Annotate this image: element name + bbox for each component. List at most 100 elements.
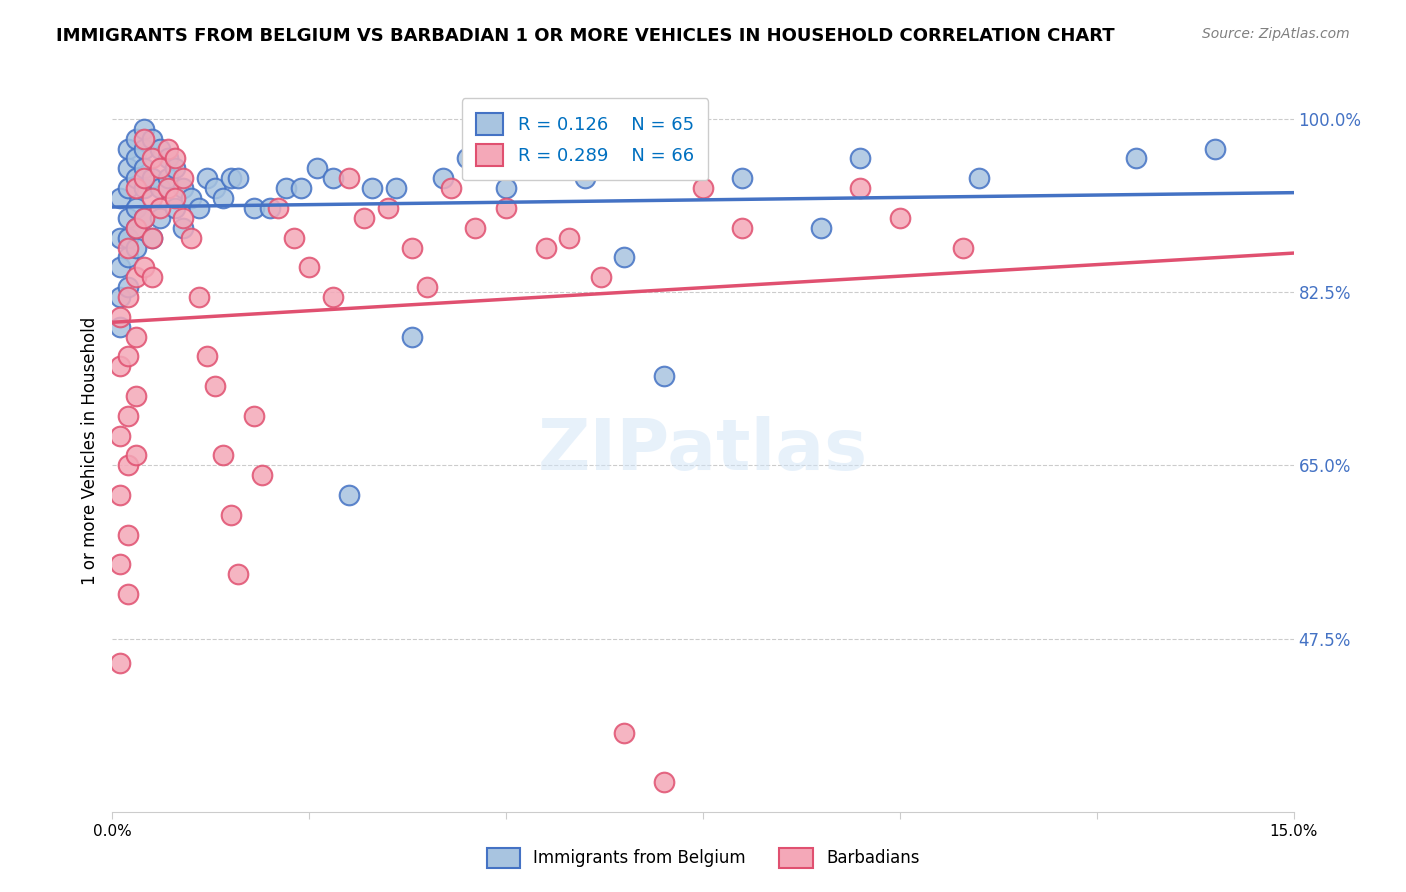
Point	[149, 211, 172, 225]
Point	[172, 181, 194, 195]
Point	[259, 201, 281, 215]
Point	[243, 201, 266, 215]
Point	[132, 211, 155, 225]
Point	[165, 152, 187, 166]
Point	[141, 270, 163, 285]
Point	[652, 369, 675, 384]
Point	[652, 775, 675, 789]
Point	[307, 161, 329, 176]
Point	[211, 449, 233, 463]
Point	[1125, 152, 1147, 166]
Point	[692, 181, 714, 195]
Text: Source: ZipAtlas.com: Source: ZipAtlas.com	[1202, 27, 1350, 41]
Point	[416, 280, 439, 294]
Point	[132, 181, 155, 195]
Point	[290, 181, 312, 195]
Point	[495, 201, 517, 215]
Point	[810, 220, 832, 235]
Point	[195, 171, 218, 186]
Point	[849, 152, 872, 166]
Point	[219, 171, 242, 186]
Point	[165, 201, 187, 215]
Point	[534, 241, 557, 255]
Point	[250, 468, 273, 483]
Legend: Immigrants from Belgium, Barbadians: Immigrants from Belgium, Barbadians	[479, 841, 927, 875]
Point	[337, 488, 360, 502]
Y-axis label: 1 or more Vehicles in Household: 1 or more Vehicles in Household	[80, 317, 98, 584]
Point	[156, 142, 179, 156]
Point	[125, 220, 148, 235]
Point	[125, 181, 148, 195]
Point	[132, 211, 155, 225]
Point	[156, 181, 179, 195]
Point	[228, 567, 250, 582]
Point	[952, 241, 974, 255]
Point	[165, 161, 187, 176]
Point	[149, 161, 172, 176]
Point	[125, 449, 148, 463]
Text: ZIPatlas: ZIPatlas	[538, 416, 868, 485]
Point	[195, 350, 218, 364]
Point	[125, 329, 148, 343]
Point	[589, 270, 612, 285]
Point	[731, 220, 754, 235]
Point	[117, 587, 139, 601]
Point	[110, 310, 132, 324]
Point	[322, 171, 344, 186]
Point	[211, 191, 233, 205]
Point	[361, 181, 384, 195]
Point	[889, 211, 911, 225]
Legend: R = 0.126    N = 65, R = 0.289    N = 66: R = 0.126 N = 65, R = 0.289 N = 66	[461, 98, 709, 180]
Point	[117, 251, 139, 265]
Point	[204, 181, 226, 195]
Point	[132, 142, 155, 156]
Point	[125, 201, 148, 215]
Point	[149, 181, 172, 195]
Point	[117, 181, 139, 195]
Point	[219, 508, 242, 522]
Point	[125, 131, 148, 145]
Text: IMMIGRANTS FROM BELGIUM VS BARBADIAN 1 OR MORE VEHICLES IN HOUSEHOLD CORRELATION: IMMIGRANTS FROM BELGIUM VS BARBADIAN 1 O…	[56, 27, 1115, 45]
Point	[132, 121, 155, 136]
Point	[110, 260, 132, 275]
Point	[456, 152, 478, 166]
Point	[849, 181, 872, 195]
Point	[149, 142, 172, 156]
Point	[401, 329, 423, 343]
Point	[125, 241, 148, 255]
Point	[117, 211, 139, 225]
Point	[117, 241, 139, 255]
Point	[495, 181, 517, 195]
Point	[180, 230, 202, 244]
Point	[401, 241, 423, 255]
Point	[125, 152, 148, 166]
Point	[117, 280, 139, 294]
Point	[141, 171, 163, 186]
Point	[110, 657, 132, 671]
Point	[117, 161, 139, 176]
Point	[204, 379, 226, 393]
Point	[574, 171, 596, 186]
Point	[132, 171, 155, 186]
Point	[117, 230, 139, 244]
Point	[117, 142, 139, 156]
Point	[613, 725, 636, 739]
Point	[385, 181, 408, 195]
Point	[117, 409, 139, 423]
Point	[125, 171, 148, 186]
Point	[132, 260, 155, 275]
Point	[156, 152, 179, 166]
Point	[141, 152, 163, 166]
Point	[125, 220, 148, 235]
Point	[534, 161, 557, 176]
Point	[110, 428, 132, 442]
Point	[322, 290, 344, 304]
Point	[172, 211, 194, 225]
Point	[110, 359, 132, 374]
Point	[188, 201, 211, 215]
Point	[1204, 142, 1226, 156]
Point	[172, 171, 194, 186]
Point	[432, 171, 454, 186]
Point	[337, 171, 360, 186]
Point	[125, 270, 148, 285]
